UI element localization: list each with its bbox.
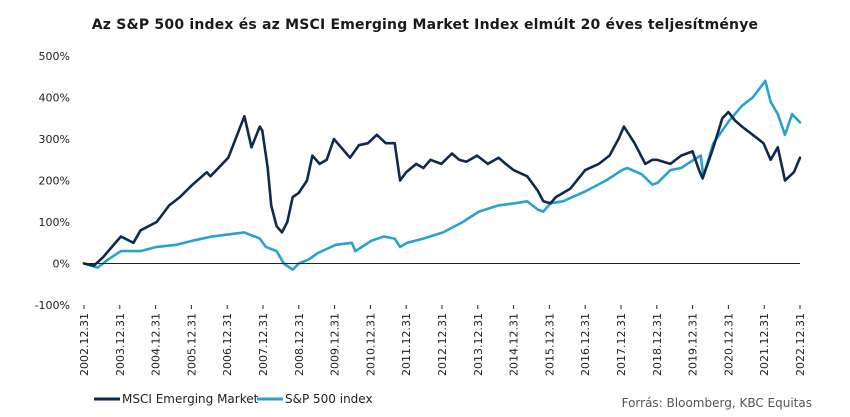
x-tick-label: 2022.12.31 — [794, 313, 807, 376]
y-tick-label: 500% — [39, 50, 70, 63]
x-tick-label: 2017.12.31 — [615, 313, 628, 376]
x-tick-label: 2020.12.31 — [722, 313, 735, 376]
y-tick-label: 100% — [39, 216, 70, 229]
y-tick-label: 0% — [53, 258, 70, 271]
x-tick-label: 2004.12.31 — [150, 313, 163, 376]
source-note: Forrás: Bloomberg, KBC Equitas — [621, 396, 812, 410]
x-tick-label: 2010.12.31 — [364, 313, 377, 376]
plot-area — [82, 79, 802, 271]
x-tick-label: 2014.12.31 — [508, 313, 521, 376]
x-tick-label: 2009.12.31 — [329, 313, 342, 376]
y-tick-label: 400% — [39, 92, 70, 105]
x-tick-label: 2015.12.31 — [543, 313, 556, 376]
x-tick-label: 2016.12.31 — [579, 313, 592, 376]
chart-title: Az S&P 500 index és az MSCI Emerging Mar… — [91, 17, 759, 33]
x-tick-label: 2021.12.31 — [758, 313, 771, 376]
series-line-msci-emerging-market — [82, 110, 802, 267]
legend-label: MSCI Emerging Market — [122, 392, 259, 406]
x-tick-label: 2002.12.31 — [78, 313, 91, 376]
y-tick-label: 300% — [39, 133, 70, 146]
x-tick-label: 2005.12.31 — [185, 313, 198, 376]
y-tick-label: -100% — [35, 299, 70, 312]
y-axis-ticks: -100% 0% 100% 200% 300% 400% 500% — [35, 50, 70, 312]
x-tick-label: 2006.12.31 — [221, 313, 234, 376]
x-tick-label: 2008.12.31 — [293, 313, 306, 376]
y-tick-label: 200% — [39, 175, 70, 188]
x-tick-label: 2011.12.31 — [400, 313, 413, 376]
series-line-sp500 — [82, 79, 802, 271]
x-tick-label: 2012.12.31 — [436, 313, 449, 376]
legend: MSCI Emerging Market S&P 500 index — [94, 392, 373, 406]
x-tick-label: 2003.12.31 — [114, 313, 127, 376]
x-tick-label: 2018.12.31 — [651, 313, 664, 376]
x-tick-label: 2019.12.31 — [687, 313, 700, 376]
x-axis-ticks: 2002.12.31 2003.12.31 2004.12.31 2005.12.31… — [78, 305, 807, 376]
x-tick-label: 2007.12.31 — [257, 313, 270, 376]
x-tick-label: 2013.12.31 — [472, 313, 485, 376]
legend-label: S&P 500 index — [285, 392, 373, 406]
